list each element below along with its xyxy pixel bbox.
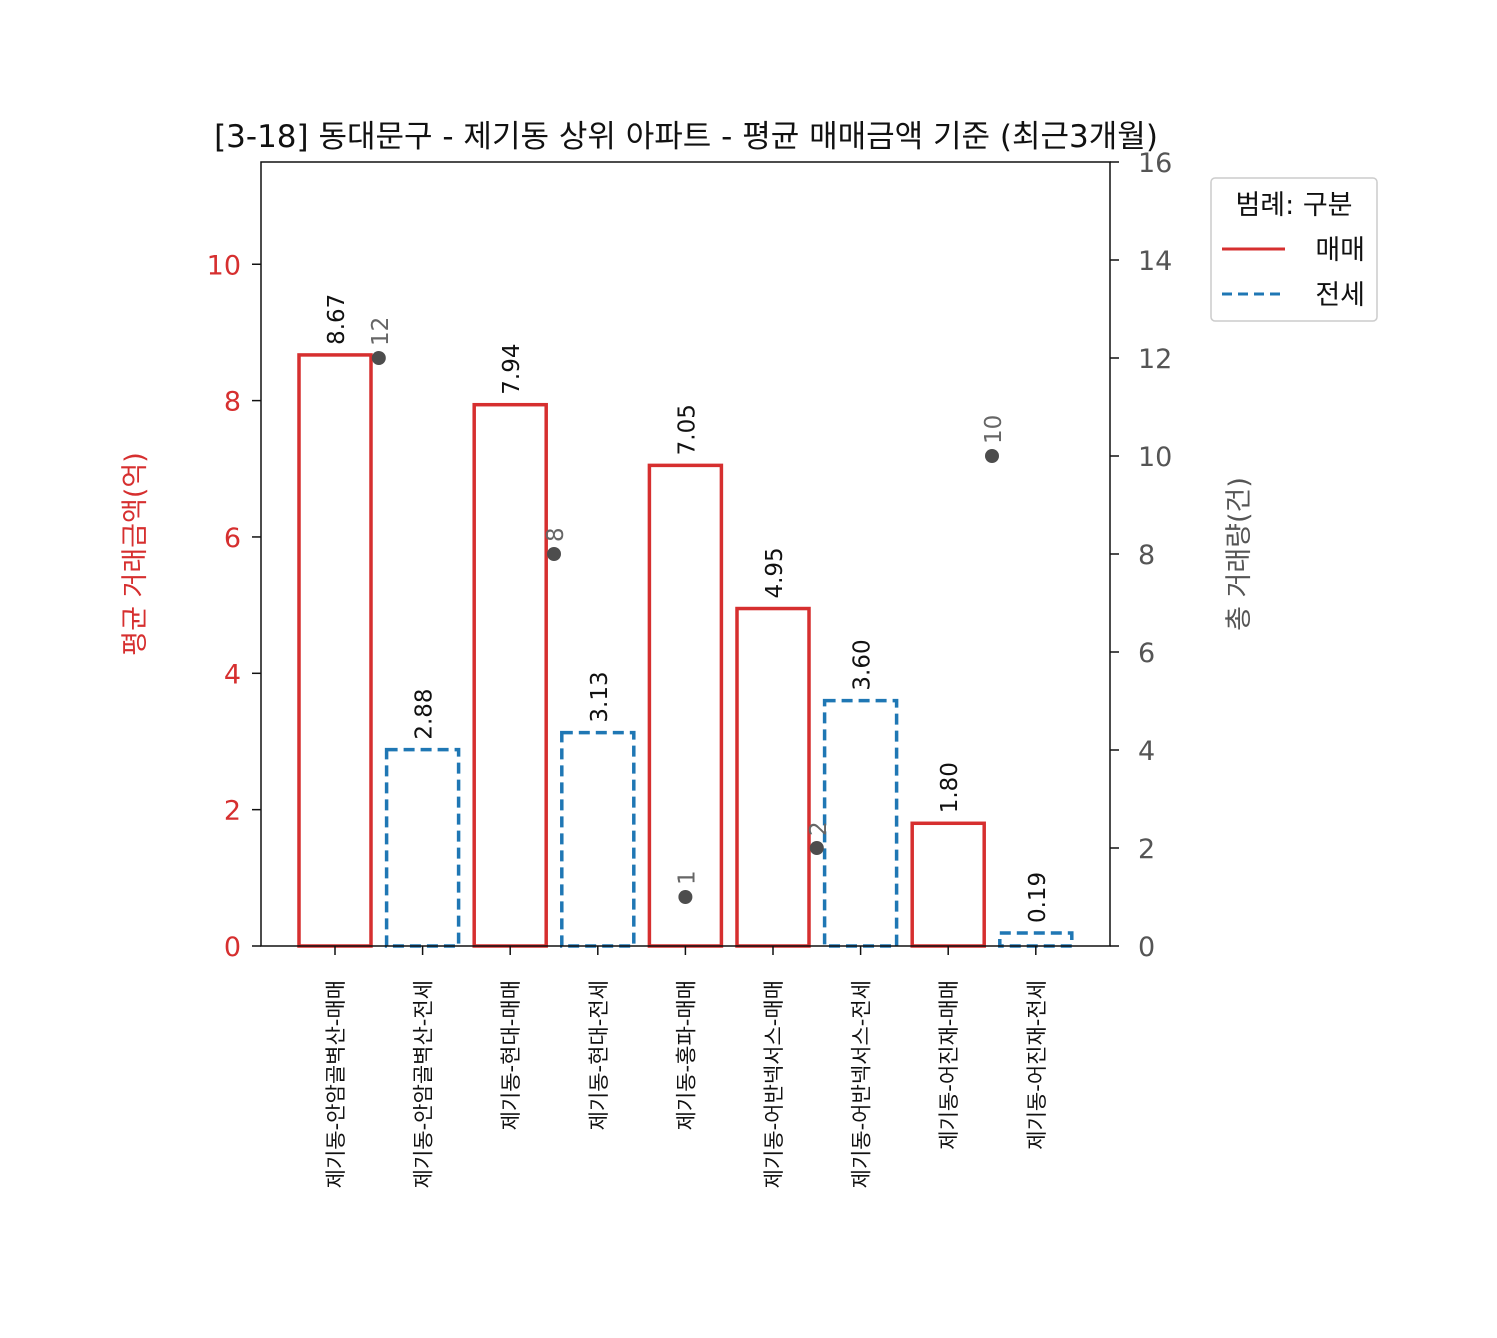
- right-tick-label-0: 0: [1138, 932, 1155, 963]
- right-axis-label: 총 거래량(건): [1224, 477, 1255, 631]
- legend-title: 범례: 구분: [1235, 190, 1352, 221]
- left-tick-label-4: 4: [224, 659, 241, 690]
- volume-label-3: 2: [806, 821, 832, 836]
- volume-label-4: 10: [981, 415, 1007, 444]
- volume-label-2: 1: [674, 870, 700, 885]
- right-tick-label-12: 12: [1138, 344, 1172, 375]
- right-tick-label-14: 14: [1138, 246, 1172, 277]
- x-tick-label-3: 제기동-현대-전세: [587, 980, 611, 1130]
- left-tick-label-6: 6: [224, 523, 241, 554]
- bar-value-label-4: 7.05: [674, 404, 700, 455]
- right-tick-label-2: 2: [1138, 834, 1155, 865]
- x-tick-label-7: 제기동-어진재-매매: [937, 980, 961, 1150]
- bar-3: [560, 730, 636, 948]
- volume-dot-0: [371, 351, 386, 365]
- volume-label-1: 8: [543, 527, 569, 542]
- right-tick-label-6: 6: [1138, 638, 1155, 669]
- x-tick-label-5: 제기동-어반넥서스-매매: [762, 980, 786, 1188]
- x-axis: 제기동-안암골벽산-매매 제기동-안암골벽산-전세 제기동-현대-매매 제기동-현대-…: [324, 946, 1049, 1188]
- left-tick-label-10: 10: [207, 250, 241, 281]
- bars-layer: 8.67 2.88 7.94 3.13 7.05 4.95 3.60 1.80 0.19: [297, 294, 1074, 948]
- legend-rent-label: 전세: [1315, 280, 1365, 311]
- bar-5: [735, 606, 811, 948]
- right-axis: 0 2 4 6 8 10 12 14 16: [1110, 148, 1172, 963]
- right-tick-label-4: 4: [1138, 736, 1155, 767]
- right-tick-label-16: 16: [1138, 148, 1172, 179]
- volume-label-0: 12: [368, 317, 394, 346]
- x-tick-label-6: 제기동-어반넥서스-전세: [850, 980, 874, 1188]
- bar-0: [297, 353, 373, 948]
- x-tick-label-4: 제기동-홍파-매매: [674, 980, 698, 1130]
- right-tick-label-10: 10: [1138, 442, 1172, 473]
- bar-value-label-2: 7.94: [499, 343, 525, 394]
- left-axis: 0 2 4 6 8 10: [207, 250, 261, 963]
- bar-7: [910, 821, 986, 948]
- right-tick-label-8: 8: [1138, 540, 1155, 571]
- x-tick-label-0: 제기동-안암골벽산-매매: [324, 980, 348, 1188]
- bar-value-label-3: 3.13: [587, 671, 613, 722]
- bar-6: [822, 698, 899, 948]
- bar-8: [998, 931, 1074, 948]
- bar-value-label-6: 3.60: [850, 639, 876, 690]
- bar-1: [384, 747, 461, 948]
- left-tick-label-2: 2: [224, 796, 241, 827]
- bar-value-label-8: 0.19: [1025, 872, 1051, 923]
- volume-dot-4: [985, 449, 999, 463]
- volume-dot-1: [547, 547, 561, 561]
- bar-2: [472, 402, 548, 948]
- x-tick-label-2: 제기동-현대-매매: [499, 980, 523, 1130]
- x-tick-label-8: 제기동-어진재-전세: [1025, 980, 1049, 1150]
- volume-dot-2: [678, 890, 693, 904]
- legend-box: [1210, 177, 1378, 322]
- bar-value-label-1: 2.88: [412, 688, 438, 739]
- bar-value-label-0: 8.67: [324, 294, 350, 345]
- x-tick-label-1: 제기동-안암골벽산-전세: [412, 980, 436, 1188]
- bar-value-label-7: 1.80: [937, 762, 963, 813]
- bar-value-label-5: 4.95: [762, 547, 788, 598]
- left-tick-label-8: 8: [224, 387, 241, 418]
- left-axis-label: 평균 거래금액(억): [120, 452, 151, 656]
- left-tick-label-0: 0: [224, 932, 241, 963]
- legend-buy-label: 매매: [1315, 235, 1365, 266]
- chart-title: [3-18] 동대문구 - 제기동 상위 아파트 - 평균 매매금액 기준 (최…: [214, 119, 1158, 155]
- legend: 범례: 구분 매매 전세: [1210, 177, 1378, 322]
- volume-dot-3: [809, 841, 824, 855]
